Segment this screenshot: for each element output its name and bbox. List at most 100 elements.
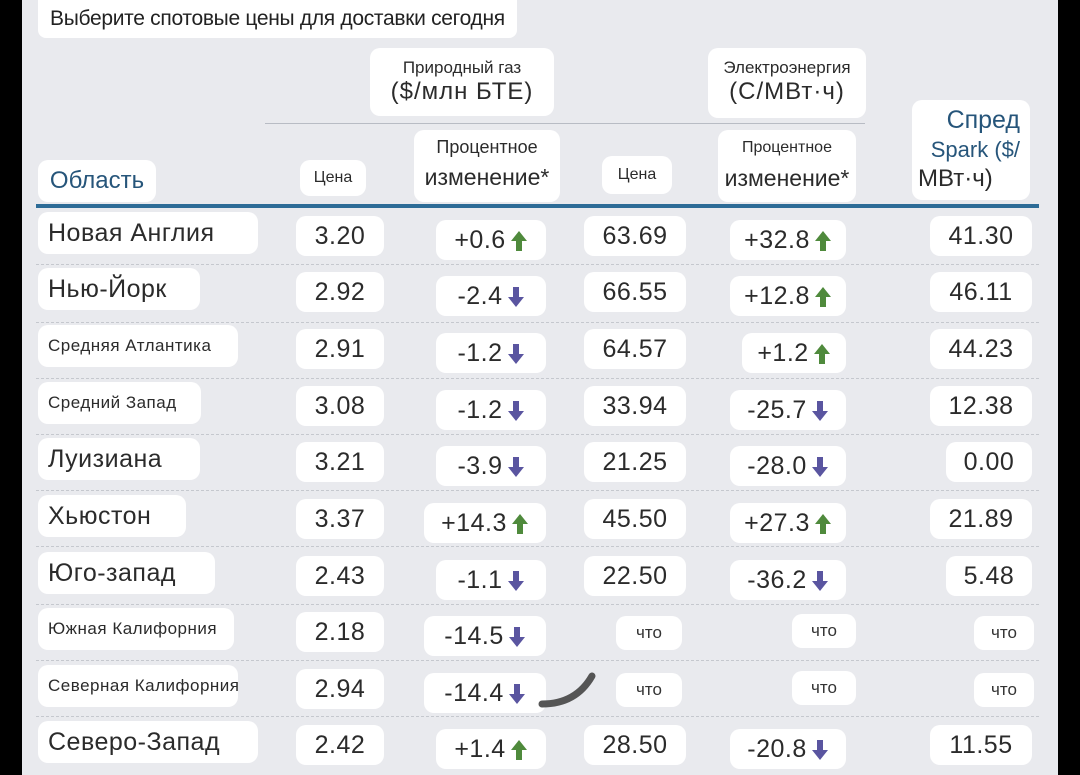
gas-change-value: +14.3	[441, 508, 507, 537]
power-price-cell: 66.55	[584, 272, 686, 312]
gas-change-value: +1.4	[454, 734, 506, 763]
power-change-cell: -36.2	[730, 560, 846, 600]
spread-cell: 21.89	[930, 499, 1032, 539]
header-gas-change-line2: изменение*	[424, 164, 550, 190]
spread-cell: 5.48	[946, 556, 1032, 596]
gas-price-cell: 3.20	[296, 216, 384, 256]
power-change-value: +32.8	[744, 225, 810, 254]
area-cell: Хьюстон	[38, 495, 186, 537]
area-cell: Юго-запад	[38, 552, 215, 594]
spread-cell: что	[974, 616, 1034, 650]
spread-cell: 41.30	[930, 216, 1032, 256]
area-cell: Средняя Атлантика	[38, 325, 238, 367]
arrow-up-icon	[510, 229, 528, 251]
header-gas-price: Цена	[300, 160, 366, 196]
header-gas-change-line1: Процентное	[436, 137, 538, 157]
arrow-down-icon	[508, 682, 526, 704]
power-change-cell: +1.2	[742, 333, 846, 373]
gas-change-value: -1.2	[457, 338, 503, 367]
gas-change-cell: -3.9	[436, 446, 546, 486]
header-rule	[36, 204, 1039, 208]
gas-price-cell: 2.43	[296, 556, 384, 596]
power-change-value: +27.3	[744, 508, 810, 537]
arrow-up-icon	[510, 738, 528, 760]
arrow-down-icon	[811, 455, 829, 477]
spread-cell: что	[974, 673, 1034, 707]
power-change-value: -36.2	[747, 565, 807, 594]
arrow-down-icon	[811, 399, 829, 421]
power-change-cell: -28.0	[730, 446, 846, 486]
power-price-cell: 21.25	[584, 442, 686, 482]
power-change-cell: +27.3	[730, 503, 846, 543]
gas-change-cell: +1.4	[436, 729, 546, 769]
power-price-cell: 45.50	[584, 499, 686, 539]
power-group-unit: (С/МВт·ч)	[729, 78, 845, 105]
gas-group-header: Природный газ ($/млн БТЕ)	[370, 48, 554, 116]
row-separator	[36, 546, 1039, 547]
header-power-change-line1: Процентное	[742, 139, 832, 156]
arrow-down-icon	[811, 738, 829, 760]
power-price-cell: 22.50	[584, 556, 686, 596]
arrow-up-icon	[814, 512, 832, 534]
area-cell: Северо-Запад	[38, 721, 258, 763]
power-change-value: -28.0	[747, 451, 807, 480]
gas-change-cell: -1.2	[436, 390, 546, 430]
spread-cell: 46.11	[930, 272, 1032, 312]
spread-cell: 0.00	[946, 442, 1032, 482]
gas-change-cell: -14.5	[424, 616, 546, 656]
arrow-down-icon	[507, 285, 525, 307]
power-change-value: +12.8	[744, 281, 810, 310]
power-price-cell: что	[616, 673, 682, 707]
row-separator	[36, 378, 1039, 379]
header-spread-line3: МВт·ч)	[918, 165, 993, 192]
arrow-down-icon	[507, 569, 525, 591]
gas-price-cell: 3.08	[296, 386, 384, 426]
area-cell: Южная Калифорния	[38, 608, 234, 650]
gas-change-value: -2.4	[457, 281, 503, 310]
power-change-cell: +32.8	[730, 220, 846, 260]
arrow-down-icon	[507, 399, 525, 421]
spread-cell: 44.23	[930, 329, 1032, 369]
area-cell: Северная Калифорния	[38, 665, 239, 707]
arrow-down-icon	[508, 625, 526, 647]
power-change-value: -25.7	[747, 395, 807, 424]
scroll-mark	[538, 672, 596, 708]
power-price-cell: 63.69	[584, 216, 686, 256]
header-power-change: Процентное изменение*	[718, 130, 856, 202]
spread-cell: 12.38	[930, 386, 1032, 426]
row-separator	[36, 490, 1039, 491]
arrow-up-icon	[814, 229, 832, 251]
power-price-cell: 64.57	[584, 329, 686, 369]
gas-price-cell: 2.42	[296, 725, 384, 765]
gas-price-cell: 3.37	[296, 499, 384, 539]
gas-price-cell: 2.94	[296, 669, 384, 709]
arrow-up-icon	[814, 285, 832, 307]
row-separator	[36, 434, 1039, 435]
row-separator	[36, 322, 1039, 323]
area-cell: Новая Англия	[38, 212, 258, 254]
row-separator	[36, 604, 1039, 605]
row-separator	[36, 264, 1039, 265]
area-cell: Нью-Йорк	[38, 268, 200, 310]
gas-group-unit: ($/млн БТЕ)	[390, 78, 534, 105]
gas-change-value: -14.5	[444, 621, 504, 650]
gas-change-value: -1.2	[457, 395, 503, 424]
power-change-value: -20.8	[747, 734, 807, 763]
power-price-cell: 28.50	[584, 725, 686, 765]
gas-group-name: Природный газ	[402, 58, 522, 77]
power-change-value: +1.2	[757, 338, 809, 367]
header-power-price: Цена	[602, 156, 672, 194]
gas-group-rule	[265, 123, 865, 124]
gas-price-cell: 2.18	[296, 612, 384, 652]
power-price-cell: 33.94	[584, 386, 686, 426]
gas-change-value: +0.6	[454, 225, 506, 254]
gas-change-cell: +0.6	[436, 220, 546, 260]
area-cell: Средний Запад	[38, 382, 201, 424]
page-title: Выберите спотовые цены для доставки сего…	[38, 0, 517, 38]
power-change-cell: -20.8	[730, 729, 846, 769]
header-spread-line2: Spark ($/	[930, 137, 1020, 162]
arrow-up-icon	[511, 512, 529, 534]
gas-price-cell: 2.92	[296, 272, 384, 312]
gas-change-value: -3.9	[457, 451, 503, 480]
gas-price-cell: 2.91	[296, 329, 384, 369]
